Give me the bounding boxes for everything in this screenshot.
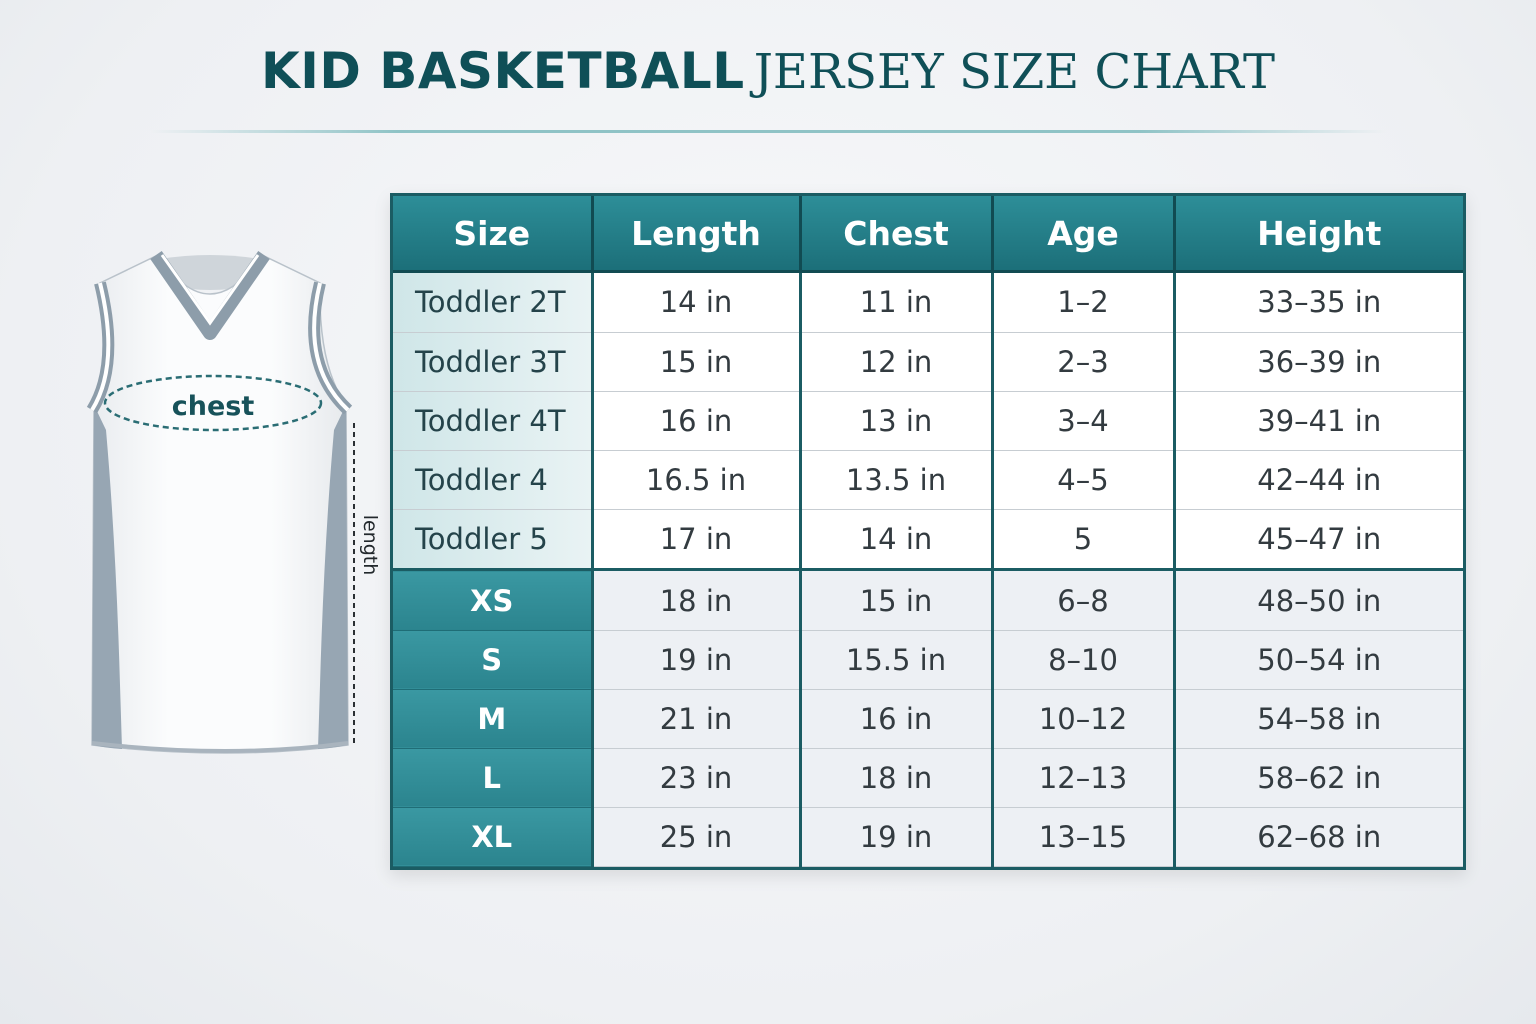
jersey-right-panel bbox=[318, 405, 348, 749]
table-row: Toddler 5 17 in 14 in 5 45–47 in bbox=[393, 509, 1463, 571]
size-cell: Toddler 4 bbox=[393, 450, 594, 510]
jersey-left-armhole-white bbox=[90, 282, 111, 412]
size-cell: M bbox=[393, 689, 594, 749]
table-row: XL 25 in 19 in 13–15 62–68 in bbox=[393, 807, 1463, 868]
size-table-container: Size Length Chest Age Height Toddler 2T … bbox=[390, 193, 1466, 870]
length-cell: 21 in bbox=[592, 689, 802, 749]
jersey-collar-white bbox=[160, 254, 260, 326]
table-row: XS 18 in 15 in 6–8 48–50 in bbox=[393, 568, 1463, 631]
table-row: Toddler 2T 14 in 11 in 1–2 33–35 in bbox=[393, 271, 1463, 333]
chest-cell: 15.5 in bbox=[800, 630, 994, 690]
size-cell: Toddler 5 bbox=[393, 509, 594, 571]
length-cell: 15 in bbox=[592, 332, 802, 392]
chest-cell: 15 in bbox=[800, 568, 994, 631]
title-serif-part: JERSEY SIZE CHART bbox=[753, 44, 1276, 100]
chest-label: chest bbox=[172, 391, 255, 422]
length-cell: 14 in bbox=[592, 271, 802, 333]
table-row: L 23 in 18 in 12–13 58–62 in bbox=[393, 748, 1463, 808]
size-cell: L bbox=[393, 748, 594, 808]
age-cell: 5 bbox=[992, 509, 1176, 571]
chest-cell: 12 in bbox=[800, 332, 994, 392]
table-header-row: Size Length Chest Age Height bbox=[393, 196, 1463, 273]
size-cell: XS bbox=[393, 568, 594, 631]
length-cell: 23 in bbox=[592, 748, 802, 808]
jersey-left-panel bbox=[92, 405, 122, 749]
chest-cell: 19 in bbox=[800, 807, 994, 868]
age-cell: 2–3 bbox=[992, 332, 1176, 392]
title-bold-part: KID BASKETBALL bbox=[260, 42, 745, 100]
age-cell: 1–2 bbox=[992, 271, 1176, 333]
table-row: Toddler 4 16.5 in 13.5 in 4–5 42–44 in bbox=[393, 450, 1463, 510]
jersey-hem bbox=[91, 741, 349, 753]
size-table: Size Length Chest Age Height Toddler 2T … bbox=[393, 196, 1463, 868]
chest-cell: 16 in bbox=[800, 689, 994, 749]
length-cell: 18 in bbox=[592, 568, 802, 631]
age-cell: 6–8 bbox=[992, 568, 1176, 631]
size-cell: XL bbox=[393, 807, 594, 868]
height-cell: 45–47 in bbox=[1174, 509, 1463, 571]
age-cell: 8–10 bbox=[992, 630, 1176, 690]
height-cell: 36–39 in bbox=[1174, 332, 1463, 392]
height-cell: 48–50 in bbox=[1174, 568, 1463, 631]
height-cell: 58–62 in bbox=[1174, 748, 1463, 808]
length-cell: 25 in bbox=[592, 807, 802, 868]
page-title: KID BASKETBALL JERSEY SIZE CHART bbox=[0, 42, 1536, 100]
height-cell: 33–35 in bbox=[1174, 271, 1463, 333]
length-cell: 16 in bbox=[592, 391, 802, 451]
size-cell: Toddler 2T bbox=[393, 271, 594, 333]
height-cell: 50–54 in bbox=[1174, 630, 1463, 690]
title-divider bbox=[150, 130, 1386, 133]
age-cell: 10–12 bbox=[992, 689, 1176, 749]
chest-cell: 18 in bbox=[800, 748, 994, 808]
height-cell: 39–41 in bbox=[1174, 391, 1463, 451]
table-row: M 21 in 16 in 10–12 54–58 in bbox=[393, 689, 1463, 749]
header-chest: Chest bbox=[800, 196, 994, 273]
size-cell: S bbox=[393, 630, 594, 690]
age-cell: 4–5 bbox=[992, 450, 1176, 510]
length-cell: 19 in bbox=[592, 630, 802, 690]
chest-measure-ellipse bbox=[103, 374, 323, 432]
table-row: S 19 in 15.5 in 8–10 50–54 in bbox=[393, 630, 1463, 690]
chest-cell: 11 in bbox=[800, 271, 994, 333]
height-cell: 62–68 in bbox=[1174, 807, 1463, 868]
jersey-back-collar bbox=[160, 255, 260, 290]
height-cell: 54–58 in bbox=[1174, 689, 1463, 749]
length-label: length bbox=[359, 515, 381, 576]
jersey-illustration: chest length bbox=[86, 251, 381, 754]
age-cell: 3–4 bbox=[992, 391, 1176, 451]
table-row: Toddler 4T 16 in 13 in 3–4 39–41 in bbox=[393, 391, 1463, 451]
header-age: Age bbox=[992, 196, 1176, 273]
length-cell: 16.5 in bbox=[592, 450, 802, 510]
length-cell: 17 in bbox=[592, 509, 802, 571]
header-height: Height bbox=[1174, 196, 1463, 273]
header-size: Size bbox=[393, 196, 594, 273]
chest-cell: 13.5 in bbox=[800, 450, 994, 510]
size-cell: Toddler 3T bbox=[393, 332, 594, 392]
jersey-collar-trim bbox=[150, 251, 270, 340]
chest-cell: 14 in bbox=[800, 509, 994, 571]
size-cell: Toddler 4T bbox=[393, 391, 594, 451]
age-cell: 12–13 bbox=[992, 748, 1176, 808]
chest-cell: 13 in bbox=[800, 391, 994, 451]
header-length: Length bbox=[592, 196, 802, 273]
age-cell: 13–15 bbox=[992, 807, 1176, 868]
height-cell: 42–44 in bbox=[1174, 450, 1463, 510]
table-row: Toddler 3T 15 in 12 in 2–3 36–39 in bbox=[393, 332, 1463, 392]
jersey-right-armhole-white bbox=[312, 282, 350, 412]
